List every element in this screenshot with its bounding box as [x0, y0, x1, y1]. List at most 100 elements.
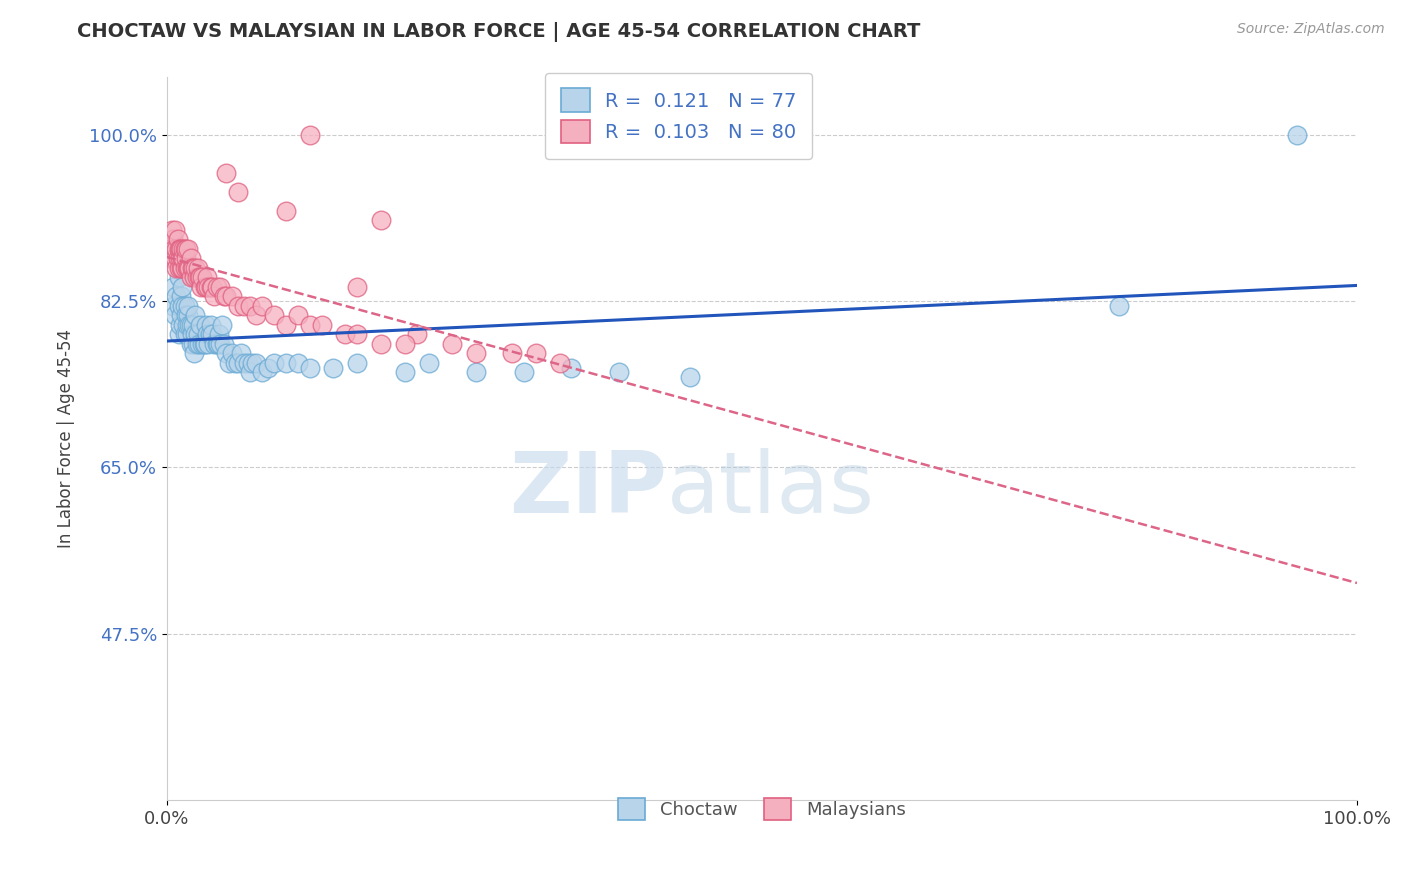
Point	[180, 336, 202, 351]
Point	[298, 318, 321, 332]
Point	[239, 299, 262, 313]
Point	[215, 289, 238, 303]
Point	[177, 308, 200, 322]
Point	[1108, 299, 1130, 313]
Point	[221, 289, 243, 303]
Point	[191, 270, 214, 285]
Point	[172, 251, 194, 265]
Point	[166, 232, 188, 246]
Point	[187, 336, 209, 351]
Y-axis label: In Labor Force | Age 45-54: In Labor Force | Age 45-54	[58, 329, 75, 549]
Point	[215, 165, 238, 179]
Point	[257, 360, 280, 375]
Point	[263, 356, 285, 370]
Point	[193, 336, 215, 351]
Point	[180, 260, 202, 275]
Point	[187, 260, 209, 275]
Point	[239, 365, 262, 379]
Point	[394, 365, 416, 379]
Point	[212, 336, 235, 351]
Point	[177, 260, 200, 275]
Point	[465, 365, 488, 379]
Point	[170, 289, 193, 303]
Point	[221, 346, 243, 360]
Point	[184, 260, 207, 275]
Point	[160, 222, 183, 236]
Point	[207, 336, 229, 351]
Point	[335, 327, 357, 342]
Point	[218, 356, 240, 370]
Point	[172, 318, 194, 332]
Point	[177, 242, 200, 256]
Point	[179, 318, 201, 332]
Point	[201, 327, 224, 342]
Point	[245, 308, 267, 322]
Point	[188, 318, 211, 332]
Point	[169, 242, 191, 256]
Point	[211, 318, 233, 332]
Point	[205, 279, 228, 293]
Point	[405, 327, 427, 342]
Point	[287, 308, 309, 322]
Point	[187, 270, 209, 285]
Point	[180, 318, 202, 332]
Point	[173, 242, 195, 256]
Point	[212, 289, 235, 303]
Point	[162, 279, 184, 293]
Text: atlas: atlas	[666, 448, 875, 531]
Point	[195, 270, 218, 285]
Point	[167, 270, 190, 285]
Point	[165, 260, 187, 275]
Point	[195, 279, 218, 293]
Point	[167, 299, 190, 313]
Point	[441, 336, 464, 351]
Point	[167, 327, 190, 342]
Point	[548, 356, 571, 370]
Point	[184, 308, 207, 322]
Point	[183, 270, 205, 285]
Point	[187, 327, 209, 342]
Point	[165, 251, 187, 265]
Point	[198, 327, 221, 342]
Point	[172, 242, 194, 256]
Point	[183, 346, 205, 360]
Point	[166, 251, 188, 265]
Point	[186, 336, 208, 351]
Point	[202, 289, 225, 303]
Point	[274, 318, 297, 332]
Point	[165, 222, 187, 236]
Point	[169, 251, 191, 265]
Point	[173, 327, 195, 342]
Point	[394, 336, 416, 351]
Point	[209, 279, 232, 293]
Point	[170, 242, 193, 256]
Point	[197, 279, 219, 293]
Legend: Choctaw, Malaysians: Choctaw, Malaysians	[603, 784, 920, 835]
Point	[607, 365, 630, 379]
Point	[191, 336, 214, 351]
Point	[162, 232, 184, 246]
Point	[208, 327, 231, 342]
Point	[245, 356, 267, 370]
Point	[169, 318, 191, 332]
Point	[162, 251, 184, 265]
Point	[180, 327, 202, 342]
Point	[346, 279, 368, 293]
Point	[172, 251, 194, 265]
Point	[172, 279, 194, 293]
Point	[263, 308, 285, 322]
Point	[188, 270, 211, 285]
Point	[181, 318, 204, 332]
Point	[174, 242, 197, 256]
Point	[226, 185, 249, 199]
Point	[180, 251, 202, 265]
Point	[162, 299, 184, 313]
Point	[200, 279, 222, 293]
Point	[167, 242, 190, 256]
Point	[346, 327, 368, 342]
Point	[163, 242, 186, 256]
Point	[184, 327, 207, 342]
Point	[195, 318, 218, 332]
Point	[370, 336, 392, 351]
Point	[418, 356, 440, 370]
